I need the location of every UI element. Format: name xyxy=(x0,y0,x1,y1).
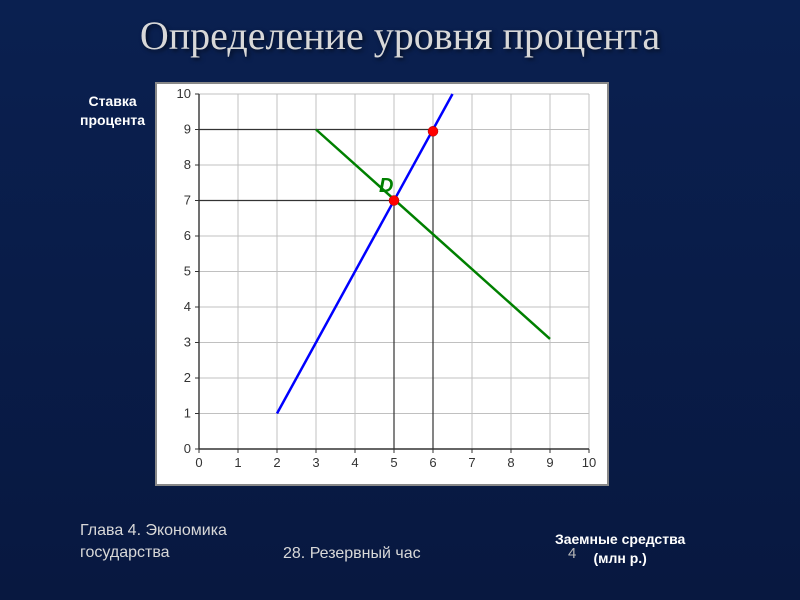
svg-text:2: 2 xyxy=(273,455,280,470)
footer-left: Глава 4. Экономикагосударства xyxy=(80,520,227,563)
chart-svg: 012345678910012345678910DS xyxy=(157,84,607,484)
svg-text:8: 8 xyxy=(507,455,514,470)
svg-text:3: 3 xyxy=(312,455,319,470)
svg-text:9: 9 xyxy=(546,455,553,470)
chart: 012345678910012345678910DS xyxy=(155,82,609,486)
svg-text:7: 7 xyxy=(468,455,475,470)
slide-number: 4 xyxy=(568,545,576,562)
svg-text:7: 7 xyxy=(184,193,191,208)
svg-text:5: 5 xyxy=(390,455,397,470)
y-axis-label: Ставкапроцента xyxy=(80,92,145,130)
svg-text:4: 4 xyxy=(351,455,358,470)
svg-text:3: 3 xyxy=(184,335,191,350)
svg-text:1: 1 xyxy=(234,455,241,470)
marker-point xyxy=(389,196,399,206)
svg-text:6: 6 xyxy=(184,228,191,243)
svg-text:10: 10 xyxy=(582,455,596,470)
svg-text:9: 9 xyxy=(184,122,191,137)
svg-text:8: 8 xyxy=(184,157,191,172)
svg-text:2: 2 xyxy=(184,370,191,385)
series-label-d: D xyxy=(379,175,393,197)
svg-text:10: 10 xyxy=(177,86,191,101)
svg-text:6: 6 xyxy=(429,455,436,470)
svg-text:0: 0 xyxy=(195,455,202,470)
svg-text:1: 1 xyxy=(184,406,191,421)
page-title: Определение уровня процента xyxy=(0,0,800,59)
marker-point xyxy=(428,126,438,136)
svg-text:4: 4 xyxy=(184,299,191,314)
svg-text:5: 5 xyxy=(184,264,191,279)
footer-center: 28. Резервный час xyxy=(283,545,421,563)
svg-text:0: 0 xyxy=(184,441,191,456)
